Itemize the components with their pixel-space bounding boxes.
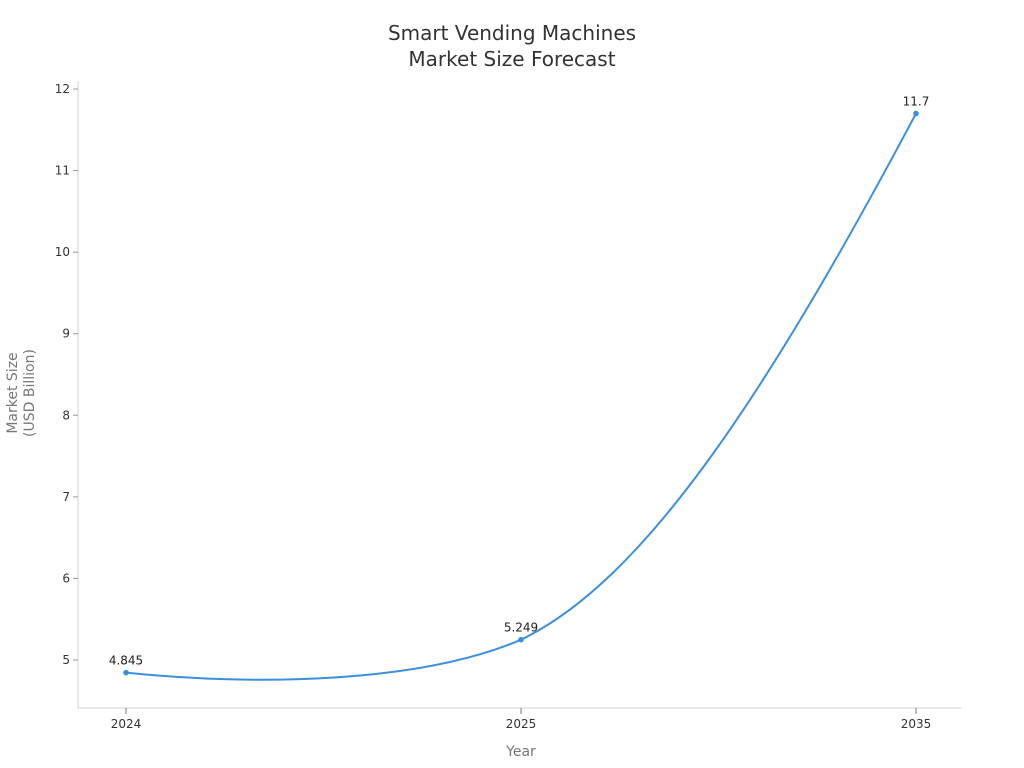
data-label: 5.249 [504,621,538,635]
series-line [125,113,917,681]
data-point [518,636,524,643]
y-tick-label: 8 [62,408,70,422]
x-tick-label: 2024 [111,717,142,731]
y-tick-label: 5 [62,653,70,667]
x-tick-label: 2025 [506,717,537,731]
y-tick-label: 7 [62,490,70,504]
y-tick-label: 9 [62,327,70,341]
y-tick-label: 12 [55,82,70,96]
y-ticks: 5 6 7 8 9 10 11 12 [55,82,78,667]
y-axis-label-line-1: Market Size [5,352,21,433]
y-tick-label: 11 [55,164,70,178]
y-axis-label-line-2: (USD Billion) [22,349,38,437]
axes: 5 6 7 8 9 10 11 12 2024 2025 2035 [55,81,962,731]
chart-title-line-2: Market Size Forecast [408,47,616,71]
chart-title-line-1: Smart Vending Machines [387,21,637,45]
data-point [123,669,129,676]
y-axis-label: Market Size (USD Billion) [5,349,38,437]
data-points: 4.845 5.249 11.7 [109,94,930,676]
data-label: 4.845 [109,654,143,668]
data-point [913,110,919,117]
x-axis-label: Year [505,744,536,760]
data-label: 11.7 [903,94,930,108]
x-ticks: 2024 2025 2035 [111,708,932,731]
y-tick-label: 10 [55,245,70,259]
x-tick-label: 2035 [901,717,932,731]
y-tick-label: 6 [62,571,70,585]
